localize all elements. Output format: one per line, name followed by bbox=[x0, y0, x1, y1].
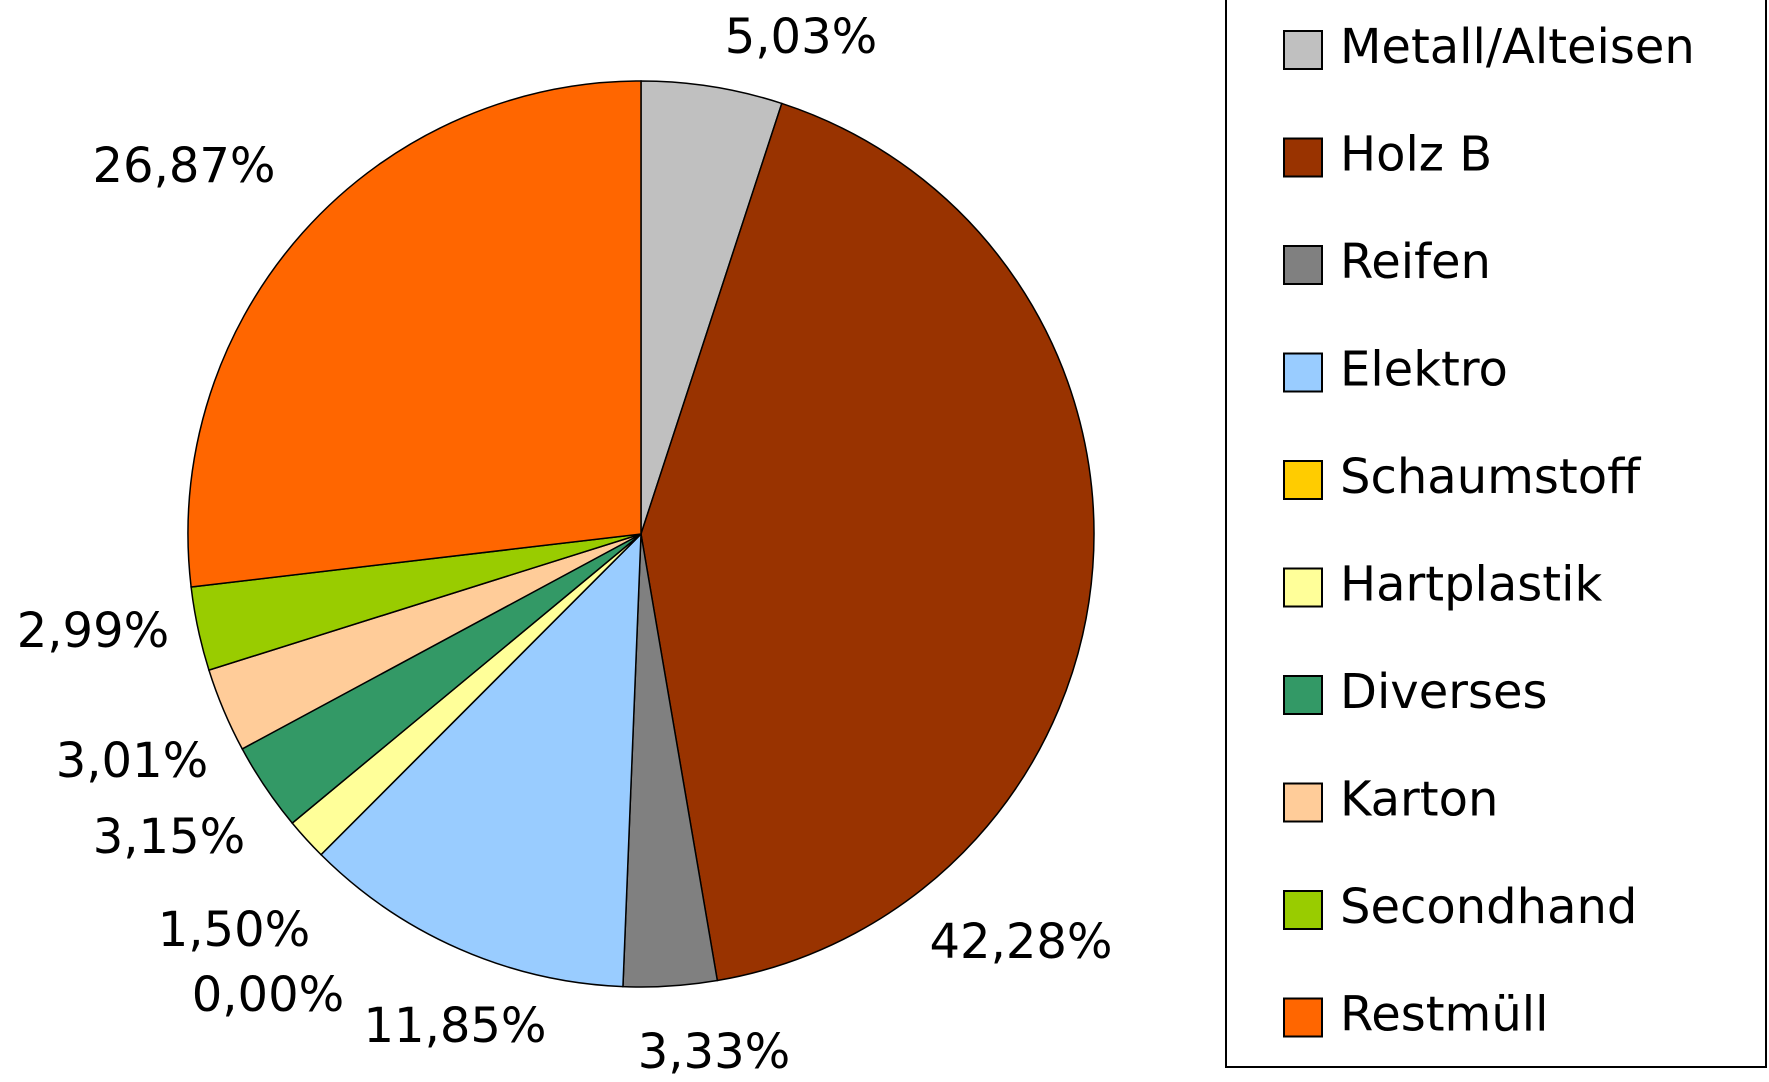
legend-swatch bbox=[1284, 891, 1322, 929]
legend-label: Schaumstoff bbox=[1340, 449, 1641, 505]
data-label: 2,99% bbox=[17, 603, 169, 659]
data-label: 3,15% bbox=[93, 809, 245, 865]
legend-swatch bbox=[1284, 784, 1322, 822]
data-label: 26,87% bbox=[92, 138, 275, 194]
data-label: 3,01% bbox=[56, 733, 208, 789]
legend-swatch bbox=[1284, 461, 1322, 499]
data-label: 0,00% bbox=[192, 967, 344, 1023]
legend-swatch bbox=[1284, 31, 1322, 69]
legend-label: Karton bbox=[1340, 772, 1498, 828]
data-label: 1,50% bbox=[158, 902, 310, 958]
legend-label: Elektro bbox=[1340, 342, 1508, 398]
legend-label: Restmüll bbox=[1340, 987, 1548, 1043]
legend-label: Metall/Alteisen bbox=[1340, 19, 1695, 75]
data-label: 5,03% bbox=[725, 9, 877, 65]
legend-swatch bbox=[1284, 569, 1322, 607]
data-label: 11,85% bbox=[363, 998, 546, 1054]
legend-label: Holz B bbox=[1340, 127, 1492, 183]
legend-label: Diverses bbox=[1340, 664, 1548, 720]
data-label: 3,33% bbox=[638, 1024, 790, 1080]
legend-swatch bbox=[1284, 246, 1322, 284]
legend-swatch bbox=[1284, 139, 1322, 177]
legend-label: Hartplastik bbox=[1340, 557, 1602, 613]
legend-label: Secondhand bbox=[1340, 879, 1637, 935]
data-label: 42,28% bbox=[929, 914, 1112, 970]
legend-swatch bbox=[1284, 676, 1322, 714]
legend-label: Reifen bbox=[1340, 234, 1491, 290]
legend-swatch bbox=[1284, 999, 1322, 1037]
chart: 5,03% 42,28% 3,33% 11,85% 0,00% 1,50% 3,15% 3,0… bbox=[0, 0, 1769, 1082]
legend-swatch bbox=[1284, 354, 1322, 392]
